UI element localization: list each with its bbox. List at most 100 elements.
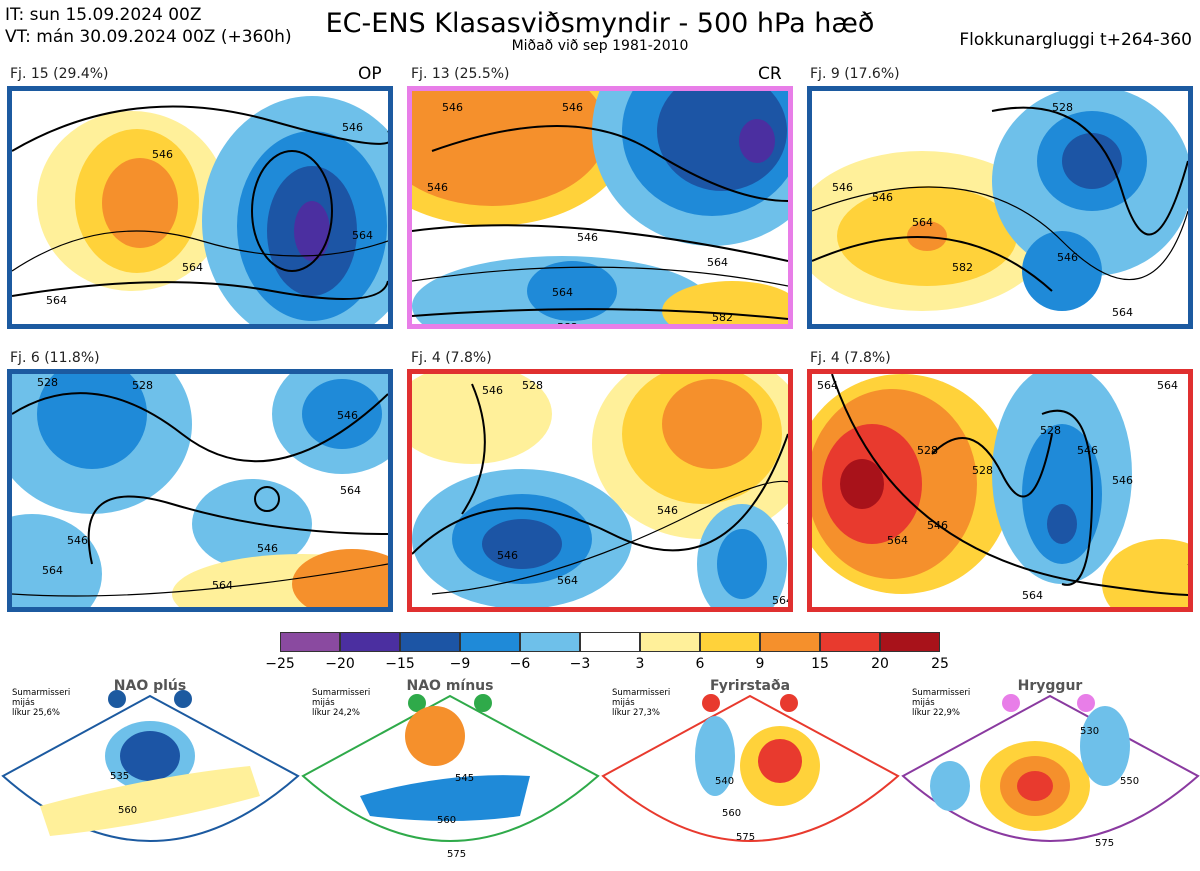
colorbar-tick: 9 xyxy=(755,656,765,672)
cluster-3-contour-label: 564 xyxy=(1112,306,1133,319)
cluster-5-contour-label: 564 xyxy=(772,594,788,607)
cluster-4-contour-label: 564 xyxy=(340,484,361,497)
cluster-1-label: Fj. 15 (29.4%) xyxy=(10,66,109,82)
cluster-1-contour-label: 546 xyxy=(342,121,363,134)
regime-contour-label: 540 xyxy=(715,776,734,787)
regime-contour-label: 535 xyxy=(110,771,129,782)
cluster-6-contour-label: 546 xyxy=(1112,474,1133,487)
colorbar-cell xyxy=(520,632,580,652)
colorbar-cell xyxy=(280,632,340,652)
cluster-6-contour-label: 564 xyxy=(887,534,908,547)
cluster-2-contour-label: 564 xyxy=(552,286,573,299)
regime-contour-label: 575 xyxy=(447,849,466,860)
regime-season: Sumarmisseri xyxy=(912,688,971,698)
cluster-2-contour-label: 546 xyxy=(427,181,448,194)
cluster-4-label: Fj. 6 (11.8%) xyxy=(10,350,100,366)
cluster-2-contour-label: 546 xyxy=(562,101,583,114)
cluster-2-tag: CR xyxy=(758,64,782,84)
regime-title: Hryggur xyxy=(1017,678,1083,694)
colorbar-tick: 20 xyxy=(871,656,889,672)
colorbar-tick: 3 xyxy=(635,656,645,672)
colorbar-cell xyxy=(640,632,700,652)
cluster-3-contour-label: 546 xyxy=(1057,251,1078,264)
cluster-3-contour-label: 582 xyxy=(952,261,973,274)
cluster-5-contour-label: 546 xyxy=(657,504,678,517)
cluster-6-contour-label: 564 xyxy=(817,379,838,392)
regime-nao-plus: NAO plús Sumarmisseri mijás líkur 25,6% … xyxy=(0,676,300,871)
regime-title: NAO plús xyxy=(113,678,187,694)
regime-stats: Sumarmisseri mijás líkur 25,6% xyxy=(12,688,70,718)
cluster-3-contour-label: 528 xyxy=(1052,101,1073,114)
cluster-1-tag: OP xyxy=(358,64,382,84)
colorbar-tick: −25 xyxy=(265,656,295,672)
cluster-6-contour-label: 564 xyxy=(1157,379,1178,392)
cluster-2-label: Fj. 13 (25.5%) xyxy=(411,66,510,82)
colorbar-cell xyxy=(400,632,460,652)
cluster-5-contour-label: 546 xyxy=(482,384,503,397)
colorbar-tick: 25 xyxy=(931,656,949,672)
regime-contour-label: 560 xyxy=(118,805,137,816)
regime-probability: líkur 22,9% xyxy=(912,708,960,718)
colorbar-cell xyxy=(820,632,880,652)
cluster-1-contour-label: 546 xyxy=(152,148,173,161)
cluster-2-contour-label: 546 xyxy=(442,101,463,114)
colorbar-cell xyxy=(700,632,760,652)
cluster-3-map: 546 528 546 564 582 546 564 xyxy=(807,86,1193,329)
cluster-3-label: Fj. 9 (17.6%) xyxy=(810,66,900,82)
regime-title: Fyrirstaða xyxy=(709,678,791,694)
colorbar-cell xyxy=(580,632,640,652)
regime-ridge: Hryggur Sumarmisseri mijás líkur 22,9% 5… xyxy=(900,676,1200,871)
colorbar-tick: −9 xyxy=(449,656,471,672)
regime-contour-label: 575 xyxy=(736,832,755,843)
cluster-6-contour-label: 546 xyxy=(927,519,948,532)
colorbar-tick: −3 xyxy=(569,656,591,672)
regime-contour-label: 530 xyxy=(1080,726,1099,737)
cluster-1-contour-label: 564 xyxy=(46,294,67,307)
cluster-6-contour-label: 546 xyxy=(1077,444,1098,457)
cluster-6-map: 564 528 528 546 528 546 564 546 564 564 xyxy=(807,369,1193,612)
cluster-6-contour-label: 564 xyxy=(1022,589,1043,602)
regime-title: NAO mínus xyxy=(406,678,494,694)
cluster-3-contour-label: 546 xyxy=(872,191,893,204)
cluster-4-contour-label: 528 xyxy=(37,376,58,389)
regime-blocking: Fyrirstaða Sumarmisseri mijás líkur 27,3… xyxy=(600,676,900,871)
cluster-6-label: Fj. 4 (7.8%) xyxy=(810,350,891,366)
cluster-4-contour-label: 564 xyxy=(42,564,63,577)
cluster-5-map: 546 528 546 546 564 564 xyxy=(407,369,793,612)
colorbar-tick: 6 xyxy=(695,656,705,672)
regime-type: mijás xyxy=(12,698,35,708)
regime-contour-label: 560 xyxy=(437,815,456,826)
regime-probability: líkur 27,3% xyxy=(612,708,660,718)
colorbar-cell xyxy=(760,632,820,652)
cluster-2-contour-label: 564 xyxy=(707,256,728,269)
regime-contour-label: 560 xyxy=(722,808,741,819)
regime-nao-minus: NAO mínus Sumarmisseri mijás líkur 24,2%… xyxy=(300,676,600,871)
cluster-6-contour-label: 528 xyxy=(917,444,938,457)
colorbar-cell xyxy=(460,632,520,652)
regime-type: mijás xyxy=(612,698,635,708)
cluster-6-contour-label: 528 xyxy=(972,464,993,477)
regime-contour-label: 550 xyxy=(1120,776,1139,787)
cluster-3-contour-label: 564 xyxy=(912,216,933,229)
regime-season: Sumarmisseri xyxy=(12,688,71,698)
cluster-2-contour-label: 582 xyxy=(557,321,578,324)
regime-contour-label: 545 xyxy=(455,773,474,784)
colorbar-tick: −6 xyxy=(509,656,531,672)
cluster-4-contour-label: 546 xyxy=(67,534,88,547)
regime-stats: Sumarmisseri mijás líkur 24,2% xyxy=(312,688,370,718)
cluster-5-contour-label: 564 xyxy=(557,574,578,587)
cluster-4-contour-label: 564 xyxy=(212,579,233,592)
init-time: IT: sun 15.09.2024 00Z xyxy=(5,5,202,25)
colorbar-cell xyxy=(340,632,400,652)
cluster-2-map: 546 546 546 546 564 564 582 582 xyxy=(407,86,793,329)
window-label: Flokkunargluggi t+264-360 xyxy=(959,30,1192,50)
regime-stats: Sumarmisseri mijás líkur 22,9% xyxy=(912,688,970,718)
colorbar-tick: 15 xyxy=(811,656,829,672)
cluster-1-contour-label: 564 xyxy=(182,261,203,274)
cluster-3-contour-label: 546 xyxy=(832,181,853,194)
colorbar-tick: −20 xyxy=(325,656,355,672)
regime-season: Sumarmisseri xyxy=(312,688,371,698)
cluster-5-label: Fj. 4 (7.8%) xyxy=(411,350,492,366)
cluster-4-contour-label: 546 xyxy=(337,409,358,422)
regime-probability: líkur 24,2% xyxy=(312,708,360,718)
